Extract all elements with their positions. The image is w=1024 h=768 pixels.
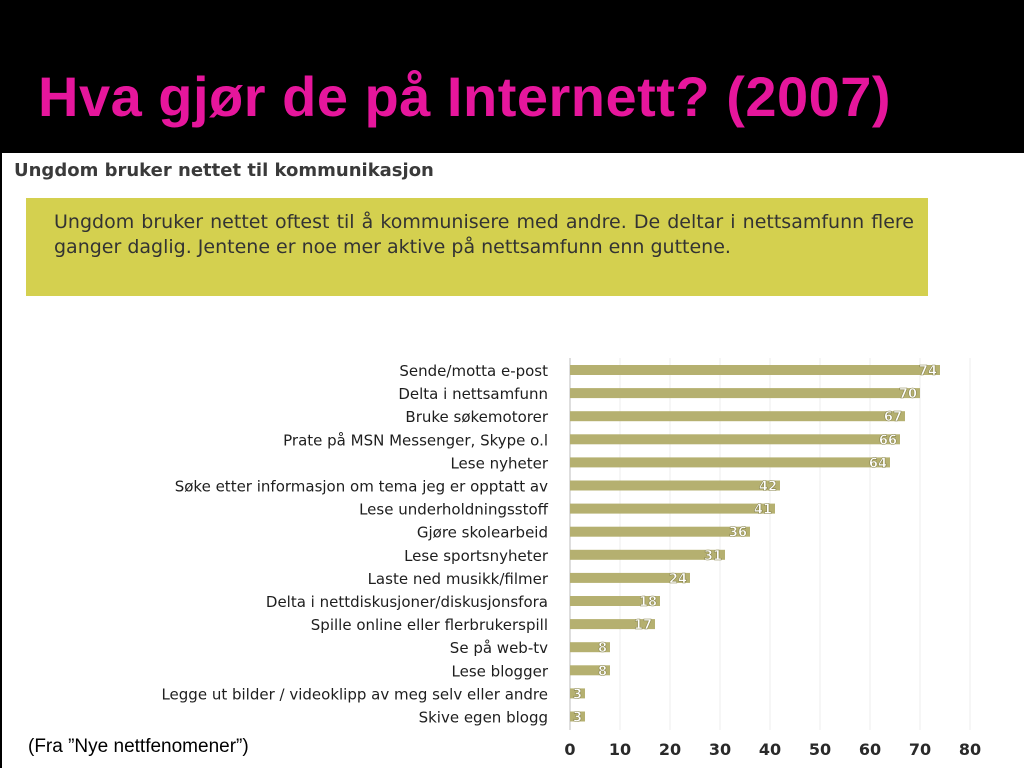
value-label: 8 — [598, 664, 607, 679]
category-label: Søke etter informasjon om tema jeg er op… — [175, 478, 548, 496]
bar — [570, 665, 610, 676]
bar — [570, 572, 690, 583]
x-tick-label: 80 — [959, 740, 981, 759]
category-label: Gjøre skolearbeid — [417, 524, 548, 542]
value-label: 67 — [884, 410, 902, 425]
category-label: Spille online eller flerbrukerspill — [311, 616, 548, 634]
value-label: 42 — [759, 480, 777, 495]
value-label: 64 — [869, 456, 887, 471]
category-label: Prate på MSN Messenger, Skype o.l — [283, 431, 548, 449]
category-label: Delta i nettdiskusjoner/diskusjonsfora — [266, 593, 548, 611]
bar-chart: Sende/motta e-post 74 Delta i nettsamfunn 7… — [161, 358, 981, 759]
bar — [570, 434, 900, 445]
x-tick-label: 70 — [909, 740, 931, 759]
value-label: 18 — [639, 595, 657, 610]
value-label: 66 — [879, 433, 897, 448]
x-tick-label: 60 — [859, 740, 881, 759]
section-heading: Ungdom bruker nettet til kommunikasjon — [14, 160, 434, 181]
x-tick-label: 30 — [709, 740, 731, 759]
title-bar: Hva gjør de på Internett? (2007) — [0, 0, 1024, 153]
bar — [570, 526, 750, 537]
summary-box: Ungdom bruker nettet oftest til å kommun… — [26, 198, 928, 296]
x-tick-label: 40 — [759, 740, 781, 759]
value-label: 17 — [634, 618, 652, 633]
bar — [570, 388, 920, 399]
value-label: 8 — [598, 641, 607, 656]
left-border — [0, 153, 2, 768]
bar — [570, 411, 905, 422]
slide-title: Hva gjør de på Internett? (2007) — [38, 65, 892, 128]
value-label: 74 — [919, 364, 937, 379]
value-label: 31 — [704, 549, 722, 564]
category-label: Delta i nettsamfunn — [398, 385, 548, 403]
category-label: Se på web-tv — [450, 639, 548, 657]
category-label: Bruke søkemotorer — [405, 408, 548, 426]
category-label: Sende/motta e-post — [399, 362, 548, 380]
bar — [570, 619, 655, 630]
bar — [570, 503, 775, 514]
category-label: Lese blogger — [452, 662, 549, 680]
bar — [570, 596, 660, 606]
summary-text: Ungdom bruker nettet oftest til å kommun… — [54, 211, 914, 258]
category-label: Lese nyheter — [450, 454, 548, 472]
bar — [570, 365, 940, 375]
bar — [570, 711, 585, 722]
category-label: Skive egen blogg — [419, 709, 548, 727]
category-label: Legge ut bilder / videoklipp av meg selv… — [161, 685, 548, 703]
bar — [570, 642, 610, 653]
value-label: 41 — [754, 503, 772, 518]
category-label: Lese sportsnyheter — [404, 547, 549, 565]
category-label: Laste ned musikk/filmer — [368, 570, 549, 588]
x-tick-label: 20 — [659, 740, 681, 759]
x-tick-label: 10 — [609, 740, 631, 759]
bar — [570, 457, 890, 468]
value-label: 36 — [729, 526, 747, 541]
source-note: (Fra ”Nye nettfenomener”) — [28, 736, 249, 757]
bar — [570, 480, 780, 491]
bar — [570, 549, 725, 560]
x-tick-label: 50 — [809, 740, 831, 759]
x-tick-label: 0 — [564, 740, 575, 759]
category-label: Lese underholdningsstoff — [359, 501, 549, 519]
value-label: 3 — [573, 687, 582, 702]
bar — [570, 688, 585, 699]
value-label: 3 — [573, 711, 582, 726]
value-label: 70 — [899, 387, 917, 402]
value-label: 24 — [669, 572, 687, 587]
